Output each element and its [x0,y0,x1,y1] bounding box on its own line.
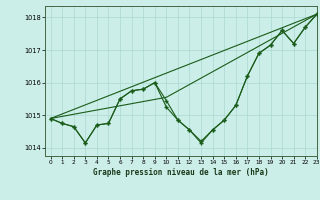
X-axis label: Graphe pression niveau de la mer (hPa): Graphe pression niveau de la mer (hPa) [93,168,269,177]
